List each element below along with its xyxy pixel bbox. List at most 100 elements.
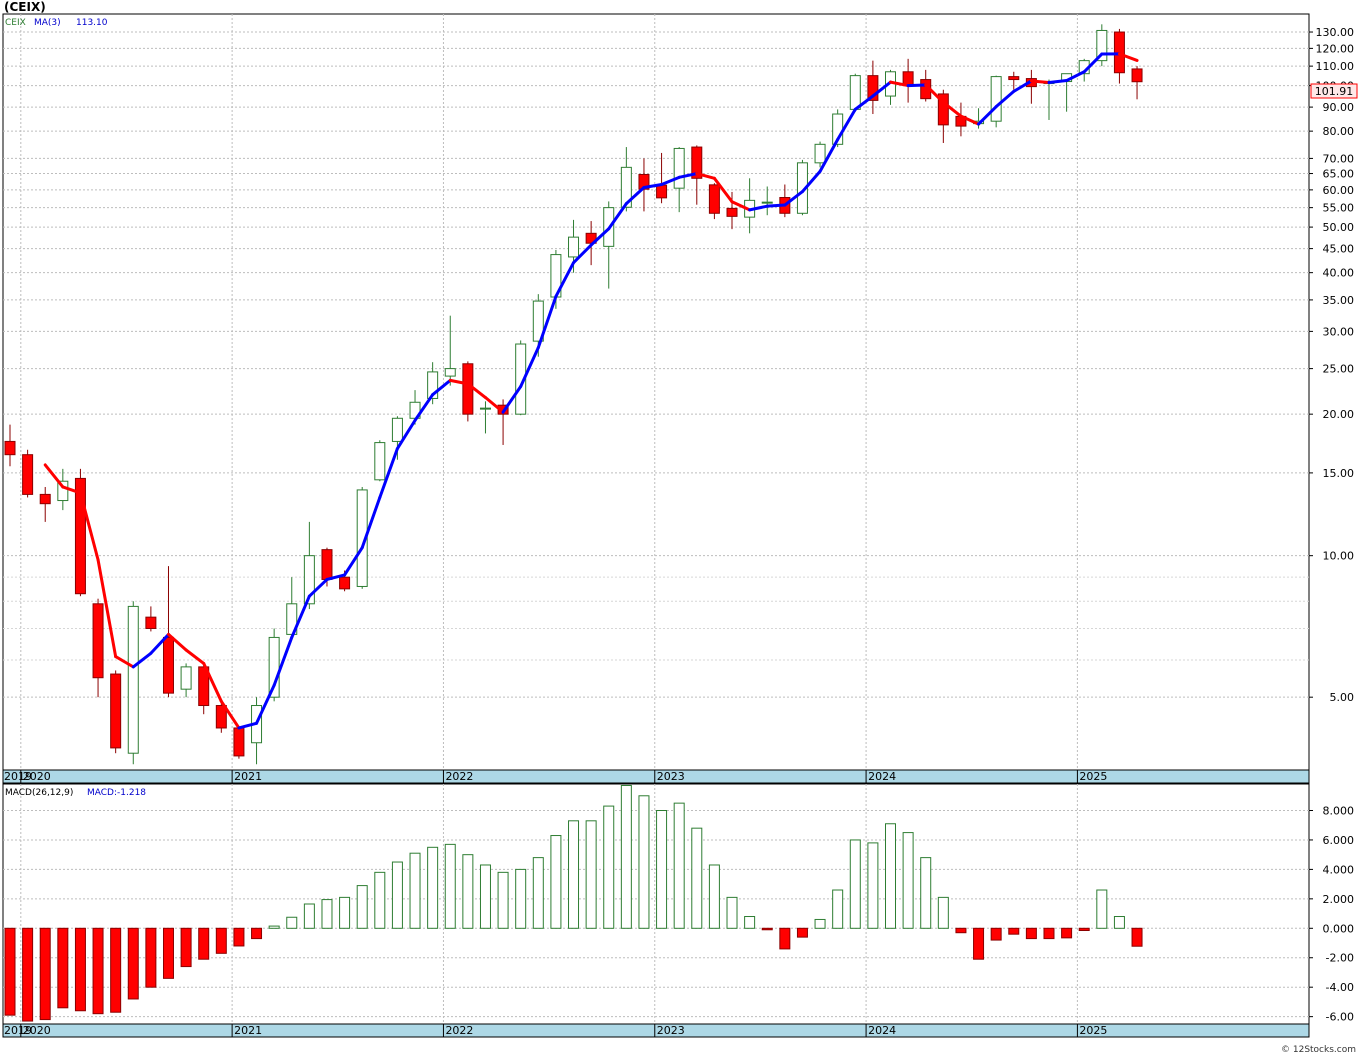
candle bbox=[1131, 66, 1143, 100]
candle bbox=[462, 361, 474, 422]
ma-segment bbox=[677, 172, 699, 179]
candle bbox=[479, 401, 491, 434]
macd-bar bbox=[215, 927, 227, 954]
candle-body bbox=[127, 605, 139, 754]
macd-bar bbox=[744, 916, 756, 929]
candle-body bbox=[215, 705, 227, 729]
ma-segment bbox=[906, 83, 928, 88]
candle-body bbox=[1113, 31, 1125, 74]
watermark: © 12Stocks.com bbox=[1281, 1045, 1356, 1055]
price-tick-label: 120.00 bbox=[1316, 42, 1355, 55]
macd-bar bbox=[497, 871, 509, 929]
candle bbox=[814, 141, 826, 168]
candle bbox=[620, 147, 632, 212]
year-label: 2021 bbox=[234, 1024, 262, 1037]
macd-bar bbox=[761, 927, 773, 931]
price-tick-label: 30.00 bbox=[1323, 325, 1355, 338]
year-label: 2019 bbox=[4, 770, 32, 783]
ma-segment bbox=[800, 169, 822, 194]
candle bbox=[1008, 71, 1020, 90]
legend-symbol: CEIX bbox=[5, 18, 26, 28]
legend-ma-value: 113.10 bbox=[76, 18, 108, 28]
macd-x-grid bbox=[20, 784, 1078, 1024]
macd-bar bbox=[902, 832, 914, 929]
price-tick-label: 45.00 bbox=[1323, 243, 1355, 256]
macd-bar bbox=[568, 820, 580, 929]
macd-bar bbox=[708, 864, 720, 929]
price-tick-label: 90.00 bbox=[1323, 101, 1355, 114]
macd-bar bbox=[233, 927, 245, 947]
ma-segment bbox=[237, 721, 259, 730]
candle bbox=[145, 606, 157, 632]
macd-bar bbox=[1025, 927, 1037, 940]
ma-segment bbox=[290, 594, 311, 639]
macd-bar bbox=[796, 927, 808, 938]
ma-segment bbox=[395, 418, 417, 451]
candle-body bbox=[74, 477, 86, 595]
year-label: 2022 bbox=[445, 1024, 473, 1037]
ma-segment bbox=[325, 573, 347, 581]
macd-bar bbox=[39, 927, 51, 1021]
macd-bar bbox=[849, 839, 861, 929]
year-label: 2024 bbox=[868, 1024, 896, 1037]
candle-body bbox=[990, 76, 1002, 122]
ma-segment bbox=[483, 396, 505, 414]
ma-segment bbox=[96, 558, 118, 659]
price-tick-label: 55.00 bbox=[1323, 202, 1355, 215]
macd-bar bbox=[885, 823, 896, 929]
macd-bar bbox=[57, 927, 69, 1009]
candle bbox=[180, 663, 192, 698]
macd-bar bbox=[832, 889, 844, 929]
ma-segment bbox=[202, 661, 223, 703]
macd-bar bbox=[4, 927, 16, 1016]
price-grid bbox=[3, 31, 1309, 698]
macd-bar bbox=[955, 927, 967, 934]
ma-segment bbox=[1082, 52, 1104, 74]
ma-segment bbox=[660, 175, 681, 187]
macd-y-axis: -6.00 -4.00 -2.00 0.000 2.000 4.000 6.000 8.000 bbox=[1309, 805, 1354, 1024]
price-tick-label: 15.00 bbox=[1323, 467, 1355, 480]
macd-bar bbox=[585, 820, 597, 929]
ma-segment bbox=[431, 378, 452, 397]
macd-bar bbox=[1078, 927, 1090, 932]
macd-tick-label: -2.00 bbox=[1326, 952, 1354, 965]
year-label: 2023 bbox=[657, 1024, 685, 1037]
candle bbox=[1096, 24, 1108, 67]
ma-segment bbox=[448, 378, 470, 386]
candle-body bbox=[374, 442, 386, 481]
candle-body bbox=[356, 489, 368, 587]
ma-segment bbox=[360, 495, 382, 550]
ma-segment bbox=[765, 203, 787, 208]
macd-bar bbox=[180, 927, 192, 968]
candle bbox=[4, 424, 16, 467]
year-label: 2024 bbox=[868, 770, 896, 783]
macd-bar bbox=[1131, 927, 1143, 947]
ma-segment bbox=[572, 243, 593, 265]
macd-bar bbox=[1096, 889, 1108, 929]
ma-segment bbox=[818, 137, 840, 173]
macd-bar bbox=[251, 927, 263, 940]
candle-body bbox=[444, 368, 456, 377]
candle bbox=[268, 628, 280, 702]
candle-body bbox=[22, 454, 34, 495]
price-x-grid bbox=[20, 14, 1078, 770]
candle bbox=[761, 186, 773, 216]
year-label: 2021 bbox=[234, 770, 262, 783]
candle-body bbox=[180, 666, 192, 690]
macd-bar bbox=[691, 827, 703, 929]
ma-segment bbox=[166, 632, 188, 652]
candle-body bbox=[726, 207, 738, 217]
ma-line bbox=[43, 52, 1139, 730]
ma-segment bbox=[149, 632, 170, 655]
candle-body bbox=[145, 616, 157, 629]
year-label: 2022 bbox=[445, 770, 473, 783]
ma-segment bbox=[783, 190, 804, 207]
candle-body bbox=[708, 184, 720, 214]
price-tick-label: 60.00 bbox=[1323, 184, 1355, 197]
candle bbox=[1113, 28, 1125, 84]
candle-body bbox=[110, 673, 122, 749]
candle-body bbox=[4, 440, 16, 456]
candle bbox=[57, 468, 69, 511]
year-label: 2020 bbox=[23, 770, 51, 783]
ma-segment bbox=[1065, 70, 1086, 83]
